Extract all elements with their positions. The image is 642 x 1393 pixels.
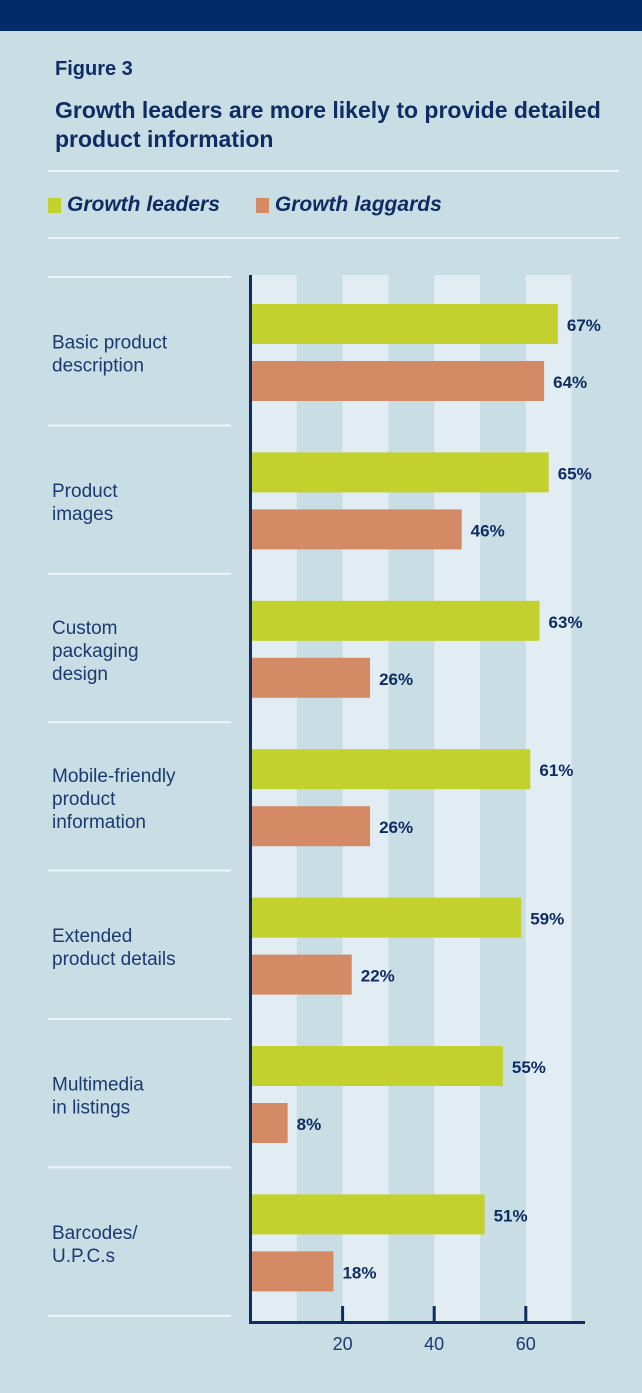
category-separator	[48, 276, 231, 278]
category-label: Barcodes/U.P.C.s	[52, 1223, 138, 1267]
category-label-line: in listings	[52, 1098, 130, 1119]
y-axis	[249, 275, 252, 1324]
category-separator	[48, 1314, 231, 1317]
category-label-line: description	[52, 356, 144, 377]
category-separator	[48, 424, 231, 427]
divider	[48, 237, 619, 239]
bar-leaders	[251, 452, 549, 493]
category-separator	[48, 869, 231, 872]
category-label-line: product details	[52, 949, 176, 970]
data-label: 51%	[494, 1206, 528, 1225]
category-label-line: Barcodes/	[52, 1223, 138, 1244]
bar-leaders	[251, 1046, 503, 1086]
figure-label: Figure 3	[55, 58, 133, 80]
data-label: 64%	[553, 373, 587, 392]
bar-laggards	[251, 657, 371, 698]
category-label-line: Multimedia	[52, 1075, 144, 1096]
bar-laggards	[251, 806, 371, 847]
data-label: 67%	[567, 316, 601, 335]
bar-leaders	[251, 1194, 485, 1235]
grid-band	[525, 275, 572, 1322]
data-label: 65%	[558, 464, 592, 483]
category-label-line: product	[52, 789, 116, 810]
category-separator	[48, 1018, 231, 1020]
category-label-line: U.P.C.s	[52, 1246, 115, 1267]
grid-band	[342, 275, 389, 1322]
category-label-line: Product	[52, 481, 118, 502]
x-tick	[341, 1306, 345, 1322]
category-label-line: packaging	[52, 641, 139, 662]
chart-title: Growth leaders are more likely to provid…	[55, 97, 601, 152]
category-label-line: design	[52, 664, 108, 685]
data-label: 59%	[530, 910, 564, 929]
category-separator	[48, 721, 231, 724]
category-label-line: Extended	[52, 926, 132, 947]
legend-swatch-laggards	[255, 197, 269, 213]
top-banner	[0, 0, 642, 31]
legend-label: Growth leaders	[67, 193, 220, 216]
data-label: 18%	[342, 1263, 376, 1282]
grid-band	[251, 275, 297, 1322]
x-axis	[249, 1321, 585, 1324]
bar-leaders	[251, 749, 531, 790]
divider	[48, 170, 619, 172]
data-label: 26%	[379, 670, 413, 689]
legend-swatch-leaders	[48, 197, 61, 213]
x-tick	[524, 1306, 528, 1322]
bar-laggards	[251, 1251, 334, 1292]
data-label: 26%	[379, 818, 413, 837]
legend-item-leaders: Growth leaders	[48, 193, 220, 217]
category-label-line: images	[52, 504, 113, 525]
bar-laggards	[251, 361, 545, 401]
x-tick-label: 20	[333, 1334, 353, 1354]
x-tick-label: 60	[516, 1334, 536, 1354]
legend-label: Growth laggards	[274, 193, 442, 216]
category-label-line: Custom	[52, 618, 117, 639]
data-label: 8%	[297, 1115, 322, 1134]
bar-laggards	[251, 954, 352, 995]
data-label: 22%	[361, 967, 395, 986]
bar-leaders	[251, 304, 558, 344]
bar-laggards	[251, 1103, 288, 1143]
x-tick	[432, 1306, 436, 1322]
data-label: 63%	[549, 613, 583, 632]
category-label: Extended product details	[52, 926, 176, 970]
bar-laggards	[251, 509, 462, 550]
category-label-line: Mobile-friendly	[52, 766, 176, 787]
legend-item-laggards: Growth laggards	[255, 193, 442, 217]
category-label: Basic product description	[52, 333, 168, 377]
data-label: 46%	[471, 521, 505, 540]
category-label-line: Basic product	[52, 333, 168, 354]
bar-leaders	[251, 600, 540, 641]
category-label-line: information	[52, 812, 146, 833]
category-separator	[48, 572, 231, 575]
category-label: Product images	[52, 481, 118, 525]
data-label: 61%	[539, 761, 573, 780]
category-label: Multimedia in listings	[52, 1075, 144, 1119]
legend: Growth leaders Growth laggards	[48, 193, 478, 217]
category-label: Mobile-friendly product information	[52, 766, 176, 833]
grid-band	[434, 275, 480, 1322]
category-separator	[48, 1166, 231, 1169]
bar-leaders	[251, 897, 522, 938]
x-tick-label: 40	[424, 1334, 444, 1354]
data-label: 55%	[512, 1058, 546, 1077]
category-label: Custom packaging design	[52, 618, 139, 685]
